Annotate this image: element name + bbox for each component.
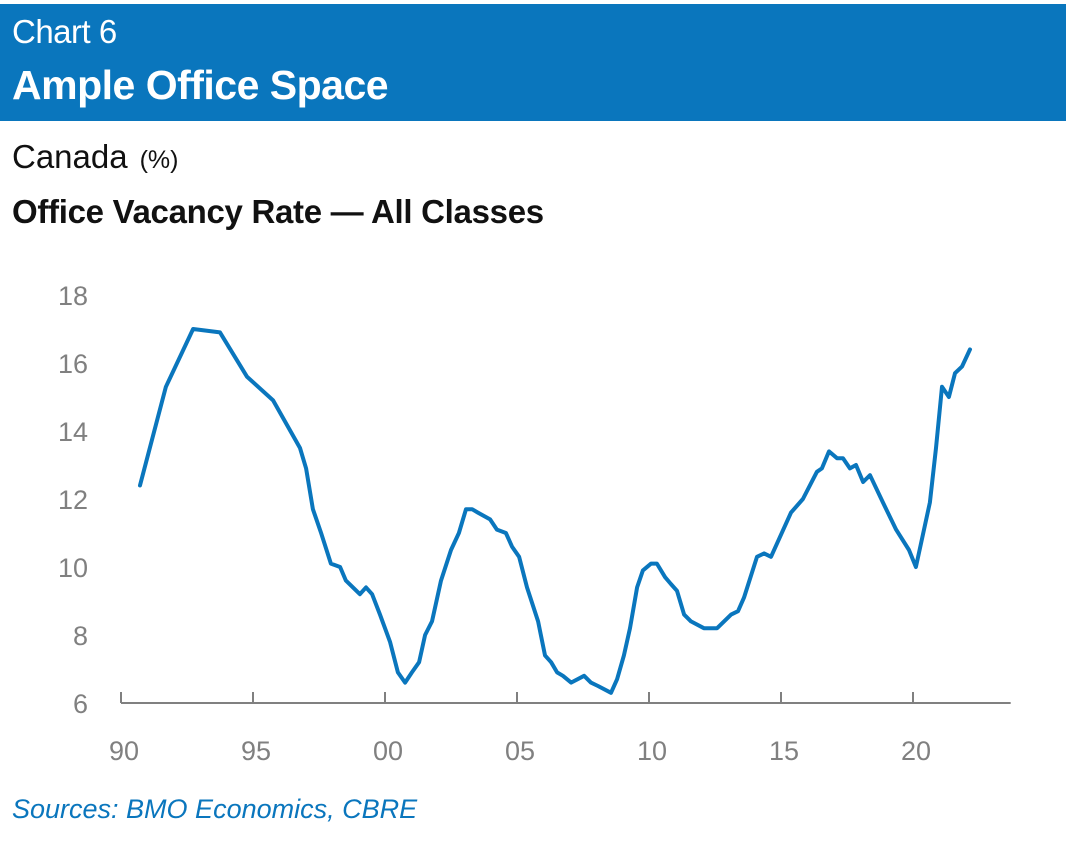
x-tick-label: 15	[769, 736, 799, 766]
y-tick-label: 6	[73, 689, 88, 719]
chart-title: Ample Office Space	[12, 62, 389, 108]
region-name: Canada	[12, 138, 128, 175]
header-band: Chart 6 Ample Office Space	[0, 4, 1066, 121]
source-note: Sources: BMO Economics, CBRE	[12, 794, 418, 824]
y-tick-label: 18	[58, 281, 88, 311]
chart-number: Chart 6	[12, 13, 117, 50]
series-group	[138, 327, 972, 695]
x-tick-label: 05	[505, 736, 535, 766]
y-tick-label: 16	[58, 349, 88, 379]
region-label: Canada (%)	[12, 138, 179, 176]
y-tick-label: 12	[58, 485, 88, 515]
series-line-office-vacancy-rate	[138, 327, 972, 695]
x-axis: 90 95 00 05 10 15 20	[109, 692, 1011, 766]
y-axis-ticks: 6 8 10 12 14 16 18	[58, 281, 88, 719]
x-tick-label: 20	[901, 736, 931, 766]
x-tick-label: 00	[373, 736, 403, 766]
x-tick-label: 90	[109, 736, 139, 766]
unit-label: (%)	[139, 146, 179, 174]
x-tick-label: 95	[241, 736, 271, 766]
x-tick-label: 10	[637, 736, 667, 766]
y-tick-label: 14	[58, 417, 88, 447]
chart-subtitle: Office Vacancy Rate — All Classes	[12, 193, 544, 230]
y-tick-label: 10	[58, 553, 88, 583]
y-tick-label: 8	[73, 621, 88, 651]
